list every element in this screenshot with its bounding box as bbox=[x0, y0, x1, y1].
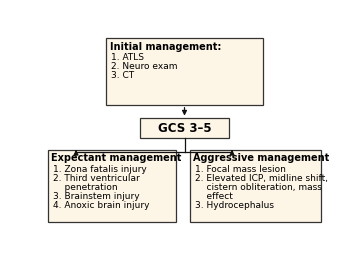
Text: 2. Third ventricular: 2. Third ventricular bbox=[53, 174, 139, 183]
FancyBboxPatch shape bbox=[107, 38, 263, 105]
FancyBboxPatch shape bbox=[140, 118, 229, 138]
Text: Expectant management: Expectant management bbox=[51, 153, 181, 163]
Text: GCS 3–5: GCS 3–5 bbox=[158, 122, 211, 135]
Text: Initial management:: Initial management: bbox=[110, 42, 221, 52]
Text: 3. CT: 3. CT bbox=[111, 71, 134, 80]
Text: Aggressive management: Aggressive management bbox=[193, 153, 330, 163]
Text: 1. Focal mass lesion: 1. Focal mass lesion bbox=[195, 165, 286, 173]
Text: 1. Zona fatalis injury: 1. Zona fatalis injury bbox=[53, 165, 146, 173]
Text: 2. Neuro exam: 2. Neuro exam bbox=[111, 62, 177, 71]
FancyBboxPatch shape bbox=[48, 150, 176, 222]
Text: cistern obliteration, mass: cistern obliteration, mass bbox=[195, 183, 322, 192]
Text: 1. ATLS: 1. ATLS bbox=[111, 53, 144, 62]
FancyBboxPatch shape bbox=[190, 150, 321, 222]
Text: 3. Hydrocephalus: 3. Hydrocephalus bbox=[195, 201, 274, 210]
Text: penetration: penetration bbox=[53, 183, 117, 192]
Text: effect: effect bbox=[195, 192, 233, 201]
Text: 3. Brainstem injury: 3. Brainstem injury bbox=[53, 192, 139, 201]
Text: 2. Elevated ICP, midline shift,: 2. Elevated ICP, midline shift, bbox=[195, 174, 328, 183]
Text: 4. Anoxic brain injury: 4. Anoxic brain injury bbox=[53, 201, 149, 210]
